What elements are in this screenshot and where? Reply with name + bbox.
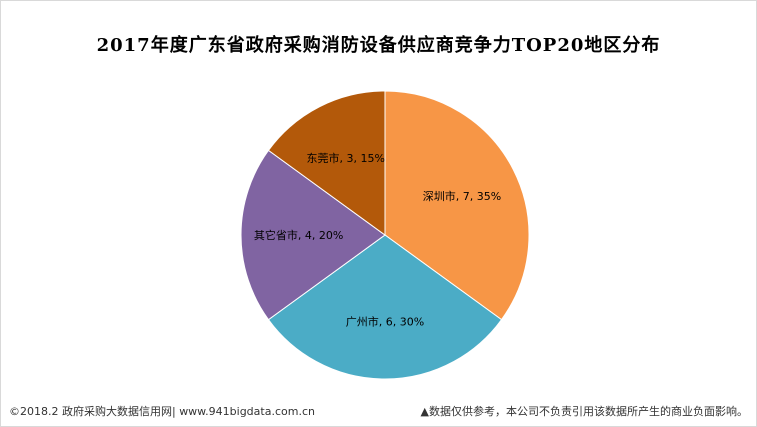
slice-label: 广州市, 6, 30% <box>346 314 424 328</box>
pie-slice-3 <box>267 90 386 236</box>
slice-label: 东莞市, 3, 15% <box>307 151 385 165</box>
chart-title: 2017年度广东省政府采购消防设备供应商竞争力TOP20地区分布 <box>96 35 661 56</box>
footer-disclaimer: ▲数据仅供参考，本公司不负责引用该数据所产生的商业负面影响。 <box>420 405 748 418</box>
pie-slice-1 <box>267 234 503 380</box>
pie-slice-2 <box>240 149 386 321</box>
slice-label: 深圳市, 7, 35% <box>423 189 501 203</box>
slice-label: 其它省市, 4, 20% <box>254 228 343 242</box>
pie-slice-0 <box>384 90 530 321</box>
footer-source: ©2018.2 政府采购大数据信用网| www.941bigdata.com.c… <box>9 405 315 418</box>
